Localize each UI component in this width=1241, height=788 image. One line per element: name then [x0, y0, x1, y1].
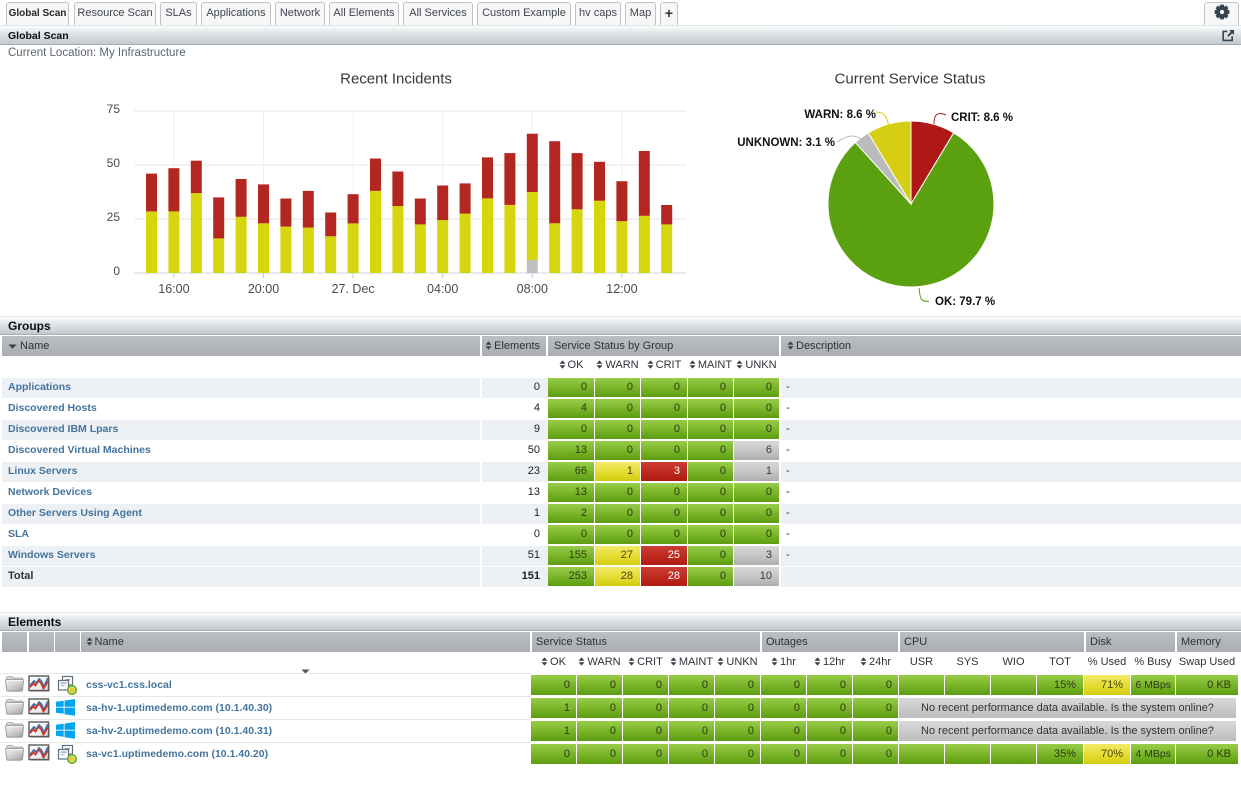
svg-text:12:00: 12:00: [606, 282, 637, 296]
svg-text:50: 50: [107, 156, 121, 170]
svg-text:WARN: 8.6 %: WARN: 8.6 %: [804, 109, 876, 121]
svg-text:Current Service Status: Current Service Status: [835, 71, 986, 88]
svg-text:UNKNOWN: 3.1 %: UNKNOWN: 3.1 %: [737, 137, 835, 149]
svg-text:CRIT: 8.6 %: CRIT: 8.6 %: [951, 112, 1013, 124]
svg-text:20:00: 20:00: [248, 282, 279, 296]
svg-text:OK: 79.7 %: OK: 79.7 %: [935, 296, 995, 308]
svg-text:08:00: 08:00: [517, 282, 548, 296]
svg-text:27. Dec: 27. Dec: [332, 282, 375, 296]
svg-text:25: 25: [107, 210, 121, 224]
svg-text:75: 75: [107, 102, 121, 116]
svg-text:04:00: 04:00: [427, 282, 458, 296]
svg-text:16:00: 16:00: [158, 282, 189, 296]
svg-text:Recent Incidents: Recent Incidents: [340, 71, 452, 88]
svg-text:0: 0: [113, 264, 120, 278]
